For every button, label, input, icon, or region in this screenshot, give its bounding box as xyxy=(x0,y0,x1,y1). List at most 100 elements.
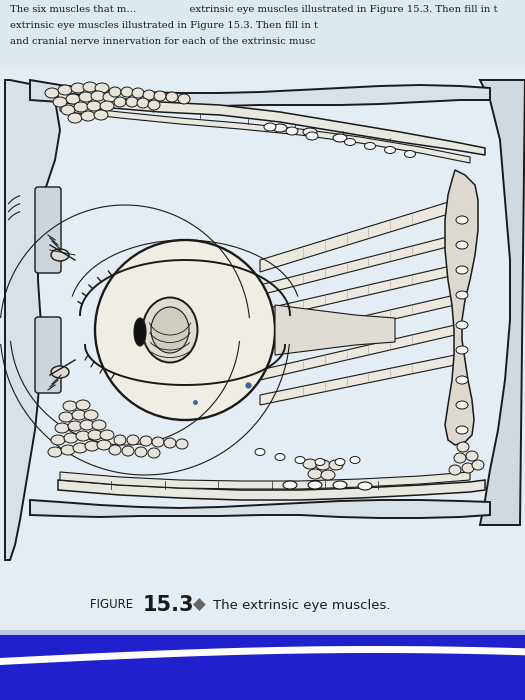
Text: FIGURE: FIGURE xyxy=(90,598,137,612)
Polygon shape xyxy=(260,200,455,272)
FancyBboxPatch shape xyxy=(0,0,525,70)
Ellipse shape xyxy=(286,127,298,135)
Ellipse shape xyxy=(51,249,69,261)
Ellipse shape xyxy=(350,456,360,463)
Ellipse shape xyxy=(333,134,347,142)
Text: The six muscles that m…                 extrinsic eye muscles illustrated in Fig: The six muscles that m… extrinsic eye mu… xyxy=(10,5,498,14)
Ellipse shape xyxy=(456,241,468,249)
Ellipse shape xyxy=(142,298,197,363)
Ellipse shape xyxy=(457,442,469,452)
Ellipse shape xyxy=(308,481,322,489)
Text: 15.3: 15.3 xyxy=(143,595,194,615)
FancyBboxPatch shape xyxy=(0,65,525,645)
Ellipse shape xyxy=(329,460,343,470)
Ellipse shape xyxy=(109,87,121,97)
Ellipse shape xyxy=(358,482,372,490)
Ellipse shape xyxy=(71,83,85,93)
Ellipse shape xyxy=(92,420,106,430)
Ellipse shape xyxy=(456,291,468,299)
Ellipse shape xyxy=(456,401,468,409)
Ellipse shape xyxy=(472,460,484,470)
Ellipse shape xyxy=(61,105,75,115)
Ellipse shape xyxy=(91,91,105,101)
Ellipse shape xyxy=(55,423,69,433)
Ellipse shape xyxy=(333,481,347,489)
Text: ◆: ◆ xyxy=(193,596,206,614)
Ellipse shape xyxy=(81,111,95,121)
Ellipse shape xyxy=(64,433,78,443)
Ellipse shape xyxy=(321,470,335,480)
Ellipse shape xyxy=(137,98,149,108)
Ellipse shape xyxy=(335,458,345,466)
Ellipse shape xyxy=(303,128,317,136)
Ellipse shape xyxy=(126,97,138,107)
Text: extrinsic eye muscles illustrated in Figure 15.3. Then fill in t: extrinsic eye muscles illustrated in Fig… xyxy=(10,21,318,30)
Ellipse shape xyxy=(59,412,73,422)
Ellipse shape xyxy=(132,88,144,98)
Polygon shape xyxy=(260,295,455,350)
Ellipse shape xyxy=(66,94,80,104)
Polygon shape xyxy=(30,80,490,106)
Polygon shape xyxy=(30,500,490,518)
Ellipse shape xyxy=(273,124,287,132)
Ellipse shape xyxy=(466,451,478,461)
Polygon shape xyxy=(260,265,455,320)
Ellipse shape xyxy=(85,441,99,451)
Polygon shape xyxy=(5,80,60,560)
Ellipse shape xyxy=(63,401,77,411)
Ellipse shape xyxy=(148,100,160,110)
FancyBboxPatch shape xyxy=(0,635,525,700)
Ellipse shape xyxy=(176,439,188,449)
FancyBboxPatch shape xyxy=(35,317,61,393)
Polygon shape xyxy=(480,80,525,525)
Ellipse shape xyxy=(88,430,102,440)
Ellipse shape xyxy=(152,437,164,447)
Ellipse shape xyxy=(283,481,297,489)
Ellipse shape xyxy=(80,420,94,430)
Ellipse shape xyxy=(97,440,111,450)
Ellipse shape xyxy=(100,101,114,111)
Text: and cranial nerve innervation for each of the extrinsic musc: and cranial nerve innervation for each o… xyxy=(10,37,316,46)
Ellipse shape xyxy=(255,449,265,456)
Polygon shape xyxy=(260,235,455,295)
Ellipse shape xyxy=(103,92,117,102)
Ellipse shape xyxy=(166,92,178,102)
Ellipse shape xyxy=(94,110,108,120)
Ellipse shape xyxy=(74,102,88,112)
Ellipse shape xyxy=(456,346,468,354)
Ellipse shape xyxy=(154,91,166,101)
Polygon shape xyxy=(60,105,470,163)
Text: The extrinsic eye muscles.: The extrinsic eye muscles. xyxy=(213,598,391,612)
Ellipse shape xyxy=(295,456,305,463)
Ellipse shape xyxy=(76,400,90,410)
Ellipse shape xyxy=(164,438,176,448)
Ellipse shape xyxy=(51,366,69,378)
Ellipse shape xyxy=(109,445,121,455)
Circle shape xyxy=(95,240,275,420)
Polygon shape xyxy=(60,472,470,489)
Ellipse shape xyxy=(364,143,375,150)
Ellipse shape xyxy=(404,150,415,158)
Ellipse shape xyxy=(72,410,86,420)
Ellipse shape xyxy=(456,376,468,384)
FancyBboxPatch shape xyxy=(0,630,525,645)
Polygon shape xyxy=(0,646,525,665)
Ellipse shape xyxy=(456,216,468,224)
Ellipse shape xyxy=(48,447,62,457)
Ellipse shape xyxy=(58,85,72,95)
Ellipse shape xyxy=(87,101,101,111)
Ellipse shape xyxy=(121,87,133,97)
Ellipse shape xyxy=(456,426,468,434)
Ellipse shape xyxy=(275,454,285,461)
Ellipse shape xyxy=(68,421,82,431)
Ellipse shape xyxy=(344,139,355,146)
Ellipse shape xyxy=(114,97,126,107)
Ellipse shape xyxy=(315,458,325,466)
Ellipse shape xyxy=(51,435,65,445)
Ellipse shape xyxy=(73,443,87,453)
Polygon shape xyxy=(260,325,455,380)
Ellipse shape xyxy=(135,447,147,457)
Ellipse shape xyxy=(100,430,114,440)
Ellipse shape xyxy=(79,92,93,102)
Polygon shape xyxy=(260,355,455,405)
